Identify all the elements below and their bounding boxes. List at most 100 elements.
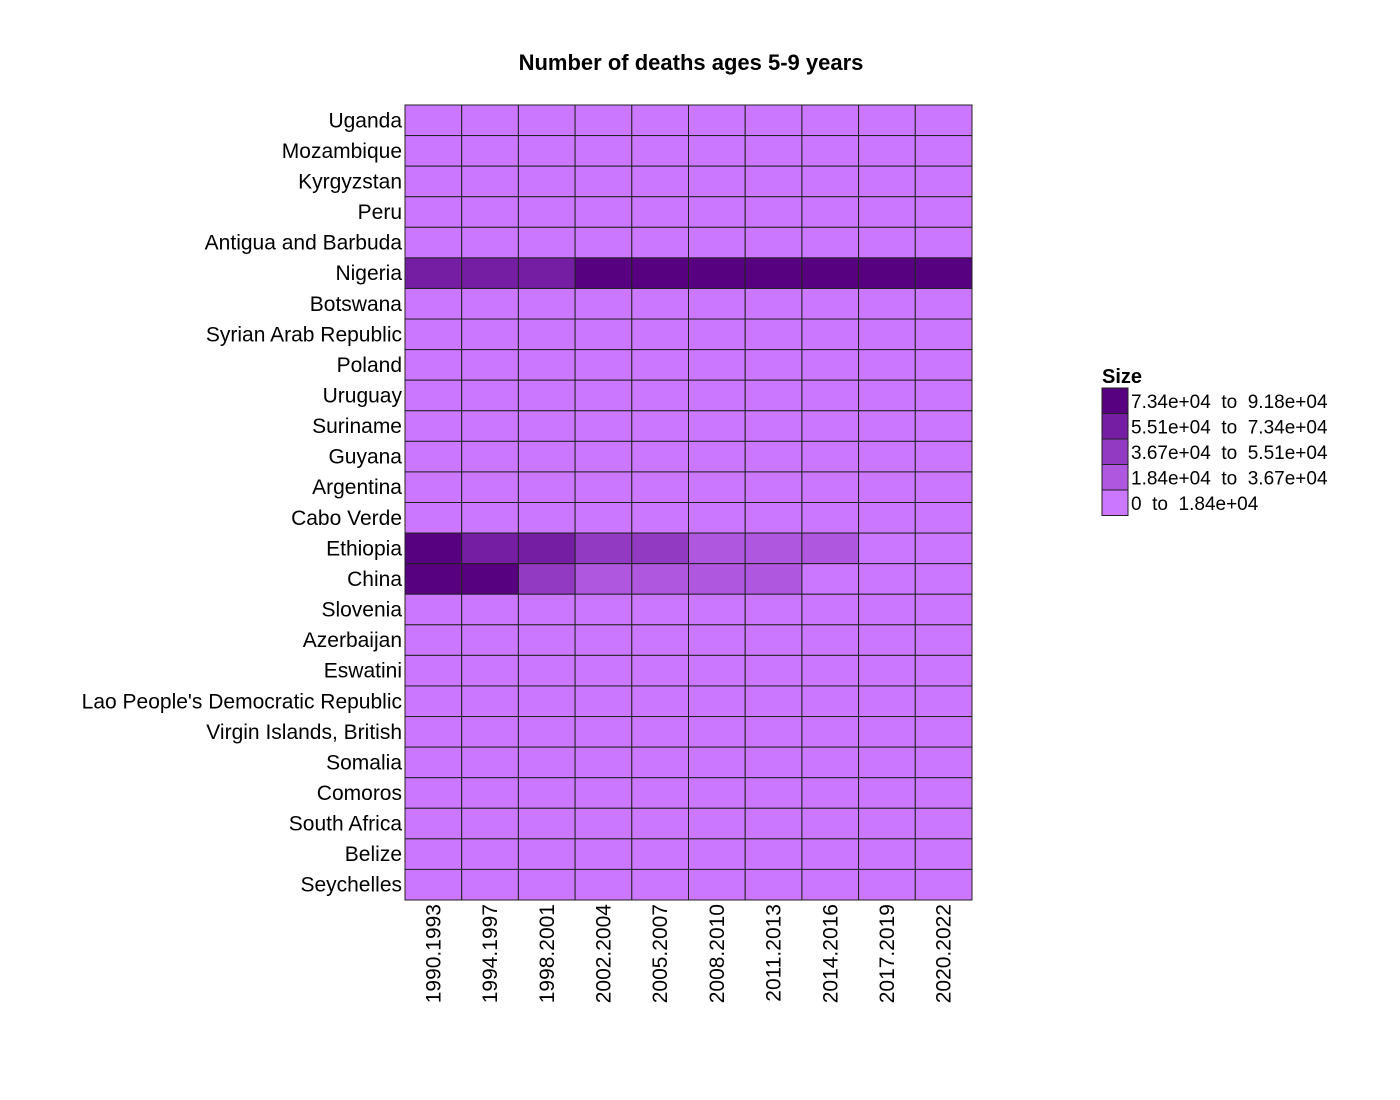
cell-azerbaijan-2017-2019 — [858, 624, 916, 656]
cell-eswatini-2014-2016 — [801, 654, 860, 687]
cell-eswatini-1994-1997 — [461, 654, 519, 687]
cell-ethiopia-2005-2007 — [631, 532, 689, 565]
cell-suriname-1990-1993 — [404, 410, 463, 442]
cell-belize-1998-2001 — [517, 838, 576, 870]
cell-antigua-and-barbuda-2002-2004 — [574, 226, 633, 259]
cell-antigua-and-barbuda-2017-2019 — [858, 226, 916, 259]
cell-argentina-1990-1993 — [404, 471, 463, 504]
cell-kyrgyzstan-1990-1993 — [404, 165, 463, 198]
cell-ethiopia-2008-2010 — [688, 532, 746, 565]
cell-south-africa-2020-2022 — [914, 807, 973, 840]
cell-peru-2002-2004 — [574, 196, 633, 228]
cell-syrian-arab-republic-1990-1993 — [404, 318, 463, 351]
cell-peru-2017-2019 — [858, 196, 916, 228]
cell-eswatini-2002-2004 — [574, 654, 633, 687]
cell-syrian-arab-republic-2014-2016 — [801, 318, 860, 351]
cell-slovenia-2020-2022 — [914, 593, 973, 626]
cell-uganda-1990-1993 — [404, 104, 463, 137]
cell-kyrgyzstan-2005-2007 — [631, 165, 689, 198]
cell-comoros-2008-2010 — [688, 777, 746, 809]
cell-china-1998-2001 — [517, 563, 576, 595]
cell-virgin-islands-british-2008-2010 — [688, 716, 746, 748]
cell-syrian-arab-republic-2011-2013 — [744, 318, 803, 351]
cell-mozambique-1994-1997 — [461, 135, 519, 167]
cell-slovenia-2002-2004 — [574, 593, 633, 626]
cell-cabo-verde-1998-2001 — [517, 502, 576, 534]
y-tick-eswatini: Eswatini — [324, 660, 402, 683]
cell-virgin-islands-british-2014-2016 — [801, 716, 860, 748]
cell-lao-people-s-democratic-republic-2008-2010 — [688, 685, 746, 718]
cell-slovenia-2008-2010 — [688, 593, 746, 626]
legend-label-0: 0 to 1.84e+04 — [1131, 494, 1259, 515]
y-tick-guyana: Guyana — [328, 446, 402, 469]
cell-virgin-islands-british-1998-2001 — [517, 716, 576, 748]
cell-seychelles-2014-2016 — [801, 868, 860, 901]
cell-comoros-2005-2007 — [631, 777, 689, 809]
cell-nigeria-2011-2013 — [744, 257, 803, 289]
cell-nigeria-2005-2007 — [631, 257, 689, 289]
cell-uganda-2014-2016 — [801, 104, 860, 137]
cell-uganda-2017-2019 — [858, 104, 916, 137]
legend-label-2: 3.67e+04 to 5.51e+04 — [1131, 443, 1328, 464]
y-tick-argentina: Argentina — [312, 476, 402, 499]
cell-nigeria-2017-2019 — [858, 257, 916, 289]
cell-belize-1994-1997 — [461, 838, 519, 870]
cell-uganda-2005-2007 — [631, 104, 689, 137]
cell-guyana-2002-2004 — [574, 440, 633, 473]
cell-peru-2005-2007 — [631, 196, 689, 228]
cell-seychelles-2017-2019 — [858, 868, 916, 901]
cell-kyrgyzstan-2011-2013 — [744, 165, 803, 198]
y-tick-ethiopia: Ethiopia — [326, 537, 402, 560]
y-tick-botswana: Botswana — [310, 293, 403, 316]
cell-azerbaijan-2005-2007 — [631, 624, 689, 656]
cell-guyana-2005-2007 — [631, 440, 689, 473]
cell-peru-2020-2022 — [914, 196, 973, 228]
cell-antigua-and-barbuda-1994-1997 — [461, 226, 519, 259]
cell-cabo-verde-2002-2004 — [574, 502, 633, 534]
cell-poland-2020-2022 — [914, 349, 973, 381]
cell-argentina-2005-2007 — [631, 471, 689, 504]
legend-swatch-0 — [1101, 489, 1129, 516]
legend-label-3: 5.51e+04 to 7.34e+04 — [1131, 417, 1328, 438]
cell-comoros-2011-2013 — [744, 777, 803, 809]
cell-ethiopia-2011-2013 — [744, 532, 803, 565]
cell-south-africa-1998-2001 — [517, 807, 576, 840]
cell-belize-2014-2016 — [801, 838, 860, 870]
legend-swatch-3 — [1101, 413, 1129, 440]
legend-swatch-2 — [1101, 438, 1129, 465]
cell-botswana-2005-2007 — [631, 287, 689, 320]
cell-peru-1990-1993 — [404, 196, 463, 228]
x-tick-2020-2022: 2020.2022 — [933, 904, 956, 1003]
y-tick-belize: Belize — [345, 843, 402, 866]
cell-belize-2005-2007 — [631, 838, 689, 870]
cell-slovenia-2014-2016 — [801, 593, 860, 626]
cell-south-africa-2002-2004 — [574, 807, 633, 840]
legend-swatch-4 — [1101, 387, 1129, 414]
cell-botswana-2020-2022 — [914, 287, 973, 320]
cell-peru-2008-2010 — [688, 196, 746, 228]
cell-eswatini-2008-2010 — [688, 654, 746, 687]
cell-virgin-islands-british-2002-2004 — [574, 716, 633, 748]
cell-nigeria-2014-2016 — [801, 257, 860, 289]
y-tick-antigua-and-barbuda: Antigua and Barbuda — [205, 232, 403, 255]
cell-kyrgyzstan-2020-2022 — [914, 165, 973, 198]
y-tick-mozambique: Mozambique — [282, 140, 402, 163]
cell-poland-1998-2001 — [517, 349, 576, 381]
y-tick-uganda: Uganda — [328, 109, 402, 132]
cell-poland-2011-2013 — [744, 349, 803, 381]
cell-seychelles-2011-2013 — [744, 868, 803, 901]
cell-belize-2017-2019 — [858, 838, 916, 870]
cell-belize-2020-2022 — [914, 838, 973, 870]
legend-swatch-1 — [1101, 464, 1129, 491]
cell-cabo-verde-1990-1993 — [404, 502, 463, 534]
cell-ethiopia-1990-1993 — [404, 532, 463, 565]
cell-china-2005-2007 — [631, 563, 689, 595]
cell-peru-2011-2013 — [744, 196, 803, 228]
cell-china-2014-2016 — [801, 563, 860, 595]
cell-lao-people-s-democratic-republic-2002-2004 — [574, 685, 633, 718]
cell-somalia-1990-1993 — [404, 746, 463, 779]
x-tick-labels: 1990.1993 1994.1997 1998.2001 2002.2004 2005… — [422, 904, 955, 1004]
cell-belize-2011-2013 — [744, 838, 803, 870]
cell-eswatini-2020-2022 — [914, 654, 973, 687]
